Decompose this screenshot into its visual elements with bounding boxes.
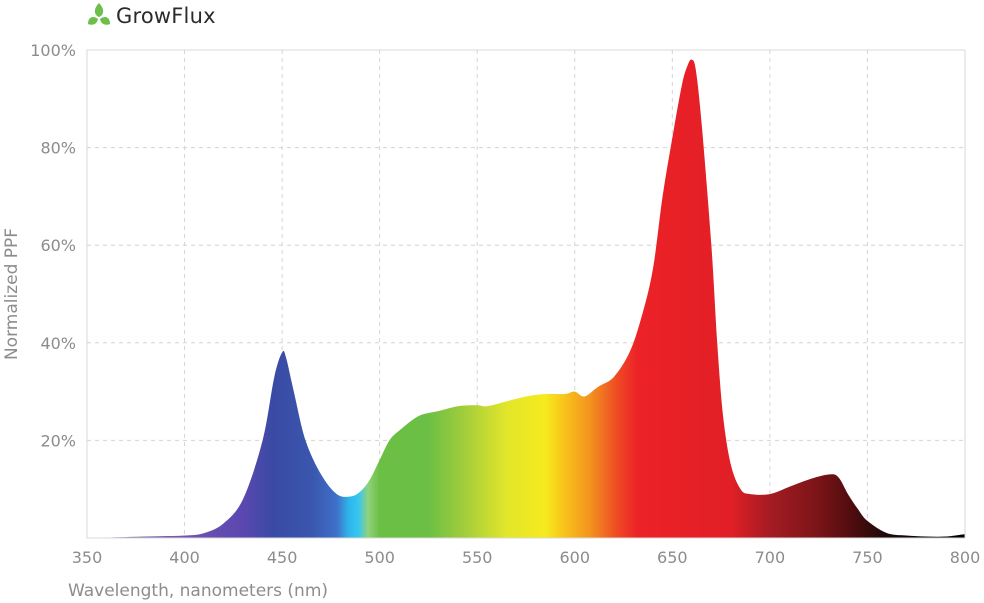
brand-name: GrowFlux	[116, 4, 216, 28]
x-tick-label: 500	[364, 548, 395, 567]
leaf-sprout-icon	[88, 3, 110, 25]
x-tick-label: 650	[657, 548, 688, 567]
y-tick-label: 40%	[40, 334, 76, 353]
y-axis-ticks: 20% 40% 60% 80% 100%	[30, 41, 76, 450]
x-tick-label: 800	[950, 548, 981, 567]
y-tick-label: 80%	[40, 139, 76, 158]
x-tick-label: 600	[560, 548, 591, 567]
x-tick-label: 350	[72, 548, 103, 567]
x-tick-label: 550	[462, 548, 493, 567]
x-tick-label: 700	[755, 548, 786, 567]
x-tick-label: 450	[267, 548, 298, 567]
plot-frame	[86, 49, 966, 539]
x-axis-ticks: 350 400 450 500 550 600 650 700 750 800	[72, 548, 981, 567]
x-tick-label: 750	[852, 548, 883, 567]
y-tick-label: 60%	[40, 236, 76, 255]
x-tick-label: 400	[169, 548, 200, 567]
y-tick-label: 100%	[30, 41, 76, 60]
brand-logo: GrowFlux	[86, 0, 216, 32]
spectrum-area	[87, 59, 965, 539]
y-axis-title: Normalized PPF	[2, 228, 22, 360]
x-axis-title: Wavelength, nanometers (nm)	[68, 581, 328, 601]
y-tick-label: 20%	[40, 431, 76, 450]
chart-grid	[87, 50, 965, 538]
